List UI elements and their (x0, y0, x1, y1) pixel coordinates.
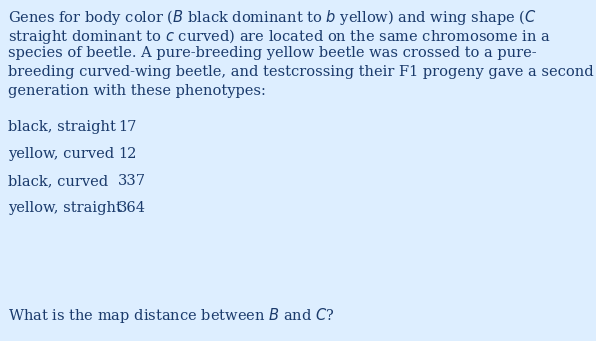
Text: generation with these phenotypes:: generation with these phenotypes: (8, 84, 266, 98)
Text: black, straight: black, straight (8, 120, 116, 134)
Text: 364: 364 (118, 201, 146, 215)
Text: 12: 12 (118, 147, 136, 161)
Text: yellow, straight: yellow, straight (8, 201, 122, 215)
Text: breeding curved-wing beetle, and testcrossing their F1 progeny gave a second: breeding curved-wing beetle, and testcro… (8, 65, 594, 79)
Text: 17: 17 (118, 120, 136, 134)
Text: 337: 337 (118, 174, 146, 188)
Text: straight dominant to $\mathit{c}$ curved) are located on the same chromosome in : straight dominant to $\mathit{c}$ curved… (8, 27, 551, 46)
Text: species of beetle. A pure-breeding yellow beetle was crossed to a pure-: species of beetle. A pure-breeding yello… (8, 46, 536, 60)
Text: Genes for body color ($\mathit{B}$ black dominant to $\mathit{b}$ yellow) and wi: Genes for body color ($\mathit{B}$ black… (8, 8, 537, 27)
Text: What is the map distance between $\mathit{B}$ and $\mathit{C}$?: What is the map distance between $\mathi… (8, 306, 334, 325)
Text: yellow, curved: yellow, curved (8, 147, 114, 161)
Text: black, curved: black, curved (8, 174, 108, 188)
